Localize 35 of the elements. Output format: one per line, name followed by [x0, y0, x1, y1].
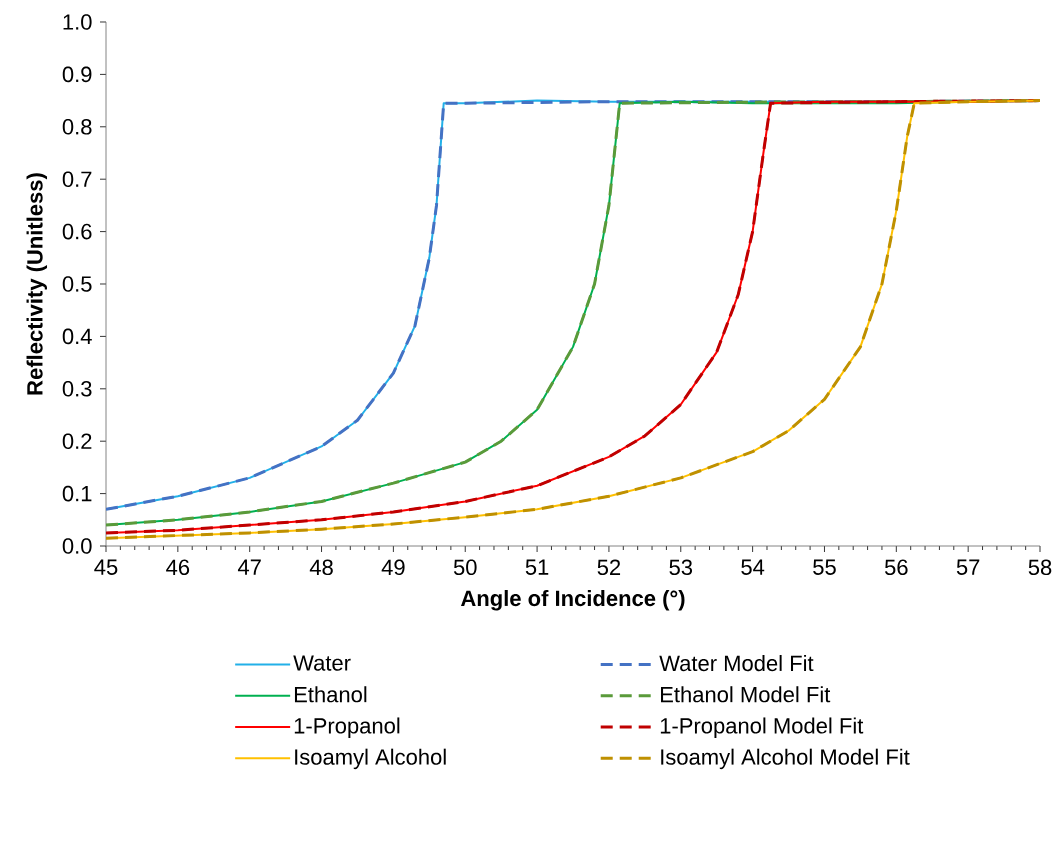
legend-label: Ethanol	[294, 686, 367, 703]
x-tick-label: 58	[1028, 559, 1052, 576]
y-tick-label: 0.9	[62, 66, 92, 83]
x-tick-label: 49	[381, 559, 405, 576]
y-tick-label: 0.1	[62, 485, 92, 502]
x-tick-label: 50	[453, 559, 477, 576]
legend-label: 1-Propanol Model Fit	[660, 717, 864, 738]
y-tick-label: 1.0	[63, 14, 92, 30]
y-tick-label: 0.6	[62, 223, 92, 240]
x-tick-label: 47	[237, 559, 261, 575]
x-tick-label: 55	[813, 559, 836, 575]
x-tick-label: 56	[884, 559, 908, 576]
y-tick-label: 0.8	[62, 119, 92, 135]
y-tick-label: 0.5	[62, 276, 92, 292]
y-tick-label: 0.3	[62, 381, 92, 397]
x-tick-label: 57	[956, 559, 980, 575]
y-tick-label: 0.2	[62, 433, 92, 449]
x-axis-title: Angle of Incidence (°)	[460, 589, 685, 611]
legend-label: 1-Propanol	[294, 717, 400, 738]
y-tick-label: 0.7	[62, 171, 92, 187]
legend-label: Water	[293, 655, 351, 671]
y-axis-title: Reflectivity (Unitless)	[26, 173, 48, 395]
legend-label: Isoamyl Alcohol	[295, 748, 446, 770]
x-tick-label: 54	[741, 559, 765, 575]
y-tick-label: 0.4	[62, 328, 92, 345]
x-tick-label: 48	[309, 559, 333, 576]
x-tick-label: 52	[597, 559, 621, 576]
y-tick-label: 0.0	[62, 538, 92, 554]
x-tick-label: 45	[94, 559, 118, 575]
legend-label: Isoamyl Alcohol Model Fit	[661, 748, 910, 770]
legend-label: Water Model Fit	[659, 654, 814, 672]
x-tick-label: 51	[525, 559, 549, 575]
legend-label: Ethanol Model Fit	[661, 686, 831, 703]
x-tick-label: 53	[669, 559, 693, 576]
x-tick-label: 46	[166, 559, 190, 576]
